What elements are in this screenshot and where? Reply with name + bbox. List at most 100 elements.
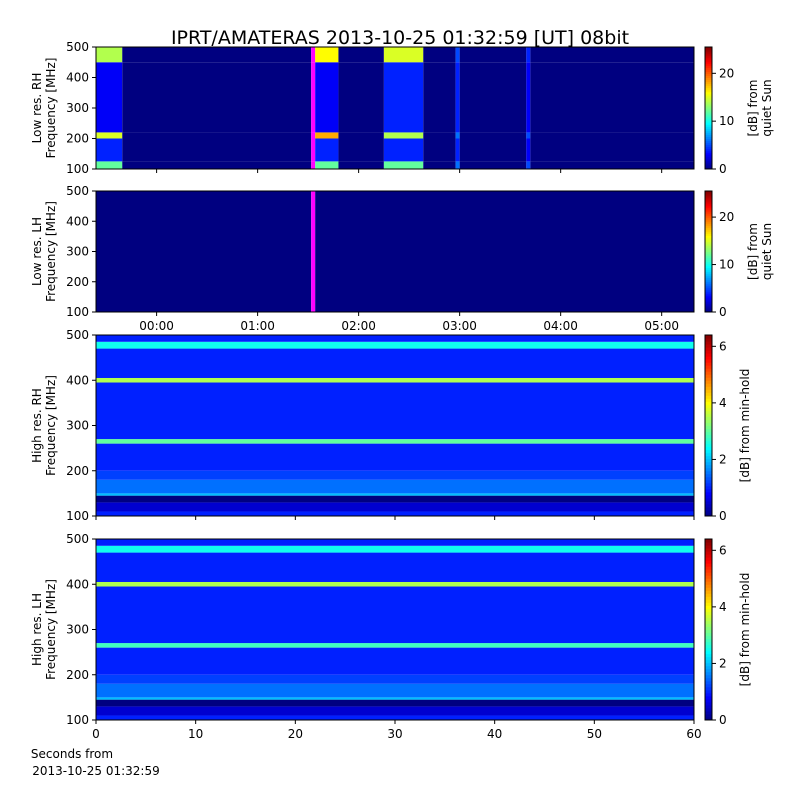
heatmap-cell xyxy=(526,138,531,162)
colorbar-swatch xyxy=(705,162,712,166)
colorbar-swatch xyxy=(705,305,712,309)
colorbar-swatch xyxy=(705,353,712,357)
colorbar-swatch xyxy=(705,75,712,78)
colorbar-swatch xyxy=(705,303,712,307)
x-axis-label: Seconds from 2013-10-25 01:32:59 xyxy=(31,747,160,778)
colorbar-swatch xyxy=(705,710,712,715)
colorbar-swatch xyxy=(705,611,712,615)
colorbar-swatch xyxy=(705,413,712,417)
heatmap-cell xyxy=(338,132,384,139)
colorbar-swatch xyxy=(705,263,712,267)
colorbar-swatch xyxy=(705,617,712,621)
colorbar-swatch xyxy=(705,91,712,95)
colorbar-swatch xyxy=(705,114,712,117)
colorbar-swatch xyxy=(705,371,712,375)
colorbar-swatch xyxy=(705,587,712,591)
heatmap-cell xyxy=(96,377,694,383)
colorbar-swatch xyxy=(705,148,712,152)
colorbar-swatch xyxy=(705,225,712,228)
colorbar-label: [dB] from min-hold xyxy=(738,369,752,483)
colorbar-swatch xyxy=(705,154,712,158)
colorbar-swatch xyxy=(705,158,712,162)
colorbar-swatch xyxy=(705,638,712,643)
colorbar-swatch xyxy=(705,85,712,89)
colorbar-swatch xyxy=(705,150,712,154)
heatmap-cell xyxy=(96,62,123,133)
colorbar-swatch xyxy=(705,482,712,487)
colorbar-swatch xyxy=(705,557,712,561)
colorbar-frame xyxy=(704,190,713,313)
colorbar-swatch xyxy=(705,563,712,567)
colorbar-swatch xyxy=(705,668,712,673)
colorbar-swatch xyxy=(705,132,712,135)
colorbar-swatch xyxy=(705,309,712,313)
colorbar-swatch xyxy=(705,152,712,156)
colorbar-swatch xyxy=(705,653,712,658)
colorbar-swatch xyxy=(705,551,712,555)
y-axis-label-line: Frequency [MHz] xyxy=(44,58,58,159)
y-tick-label: 500 xyxy=(66,184,89,198)
colorbar-swatch xyxy=(705,677,712,682)
x-tick-label: 60 xyxy=(686,727,701,741)
colorbar-swatch xyxy=(705,443,712,448)
colorbar-swatch xyxy=(705,671,712,676)
heatmap-cell xyxy=(96,511,694,516)
colorbar-swatch xyxy=(705,63,712,66)
heatmap-cell xyxy=(96,697,694,700)
colorbar-swatch xyxy=(705,425,712,430)
heatmap-cell xyxy=(96,348,694,378)
y-tick-label: 400 xyxy=(66,373,89,387)
heatmap-cell xyxy=(96,683,694,698)
colorbar-swatch xyxy=(705,77,712,81)
colorbar-swatch xyxy=(705,380,712,384)
colorbar-swatch xyxy=(705,197,712,200)
y-axis-label-line: Low res. LH xyxy=(30,217,44,286)
colorbar-swatch xyxy=(705,704,712,709)
colorbar-swatch xyxy=(705,392,712,396)
heatmap-cell xyxy=(459,47,527,63)
colorbar-swatch xyxy=(705,166,712,170)
colorbar-swatch xyxy=(705,243,712,246)
colorbar-swatch xyxy=(705,235,712,238)
x-tick-label: 04:00 xyxy=(543,319,578,333)
colorbar-swatch xyxy=(705,136,712,139)
heatmap-cell xyxy=(383,161,424,169)
colorbar-tick-label: 4 xyxy=(719,600,727,614)
colorbar-swatch xyxy=(705,350,712,354)
colorbar-swatch xyxy=(705,626,712,630)
colorbar-swatch xyxy=(705,494,712,499)
heatmap-cell xyxy=(96,715,694,720)
colorbar-swatch xyxy=(705,207,712,210)
heatmap-cell xyxy=(383,138,424,162)
colorbar-tick-label: 2 xyxy=(719,452,727,466)
colorbar-swatch xyxy=(705,497,712,502)
heatmap-cell xyxy=(122,47,312,63)
colorbar-swatch xyxy=(705,69,712,72)
colorbar-swatch xyxy=(705,217,712,220)
x-tick-label: 05:00 xyxy=(644,319,679,333)
colorbar-swatch xyxy=(705,701,712,706)
y-axis-label-line: High res. RH xyxy=(30,388,44,463)
colorbar-swatch xyxy=(705,237,712,240)
colorbar-label: [dB] from min-hold xyxy=(738,573,752,687)
heatmap-cell xyxy=(96,335,694,342)
colorbar-swatch xyxy=(705,83,712,87)
colorbar-swatch xyxy=(705,395,712,399)
heatmap-cell xyxy=(96,47,123,63)
colorbar-swatch xyxy=(705,55,712,58)
heatmap-cell xyxy=(96,502,694,512)
colorbar-swatch xyxy=(705,255,712,259)
heatmap-cell xyxy=(96,470,694,480)
x-tick-label: 50 xyxy=(587,727,602,741)
colorbar-label: [dB] fromquiet Sun xyxy=(746,223,774,280)
colorbar-swatch xyxy=(705,584,712,588)
heatmap-cell xyxy=(122,138,312,162)
y-axis-label: Low res. LHFrequency [MHz] xyxy=(30,201,58,302)
heatmap-cell xyxy=(96,439,694,444)
colorbar-swatch xyxy=(705,479,712,484)
heatmap-cell xyxy=(96,586,694,644)
colorbar-swatch xyxy=(705,142,712,146)
colorbar-swatch xyxy=(705,620,712,624)
colorbar-swatch xyxy=(705,365,712,369)
